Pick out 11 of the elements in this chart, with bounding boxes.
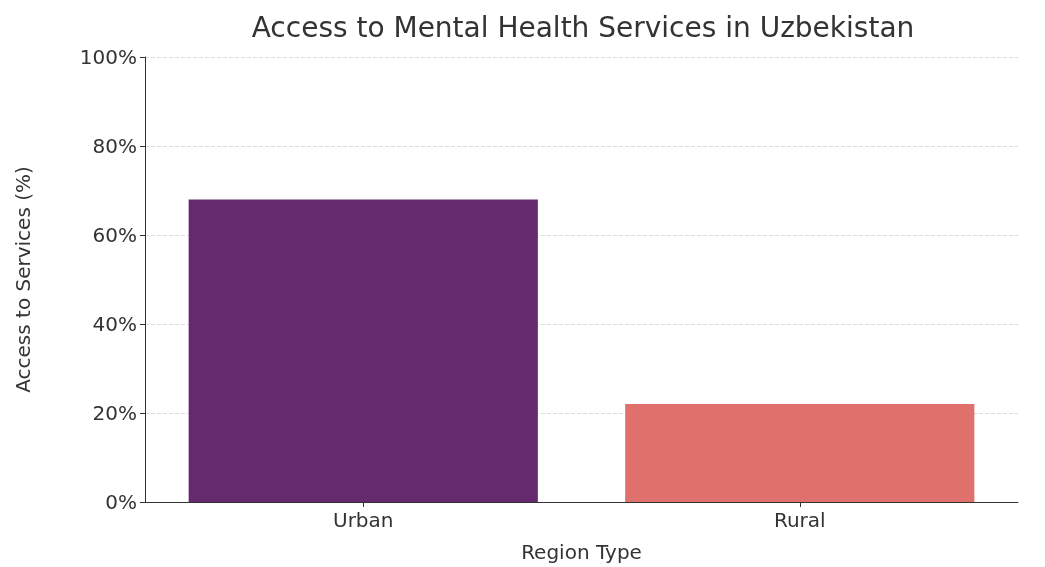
y-tick-label: 20% [92, 401, 137, 425]
y-tick-label: 60% [92, 223, 137, 247]
y-tick-label: 0% [105, 490, 137, 514]
x-axis-title: Region Type [521, 540, 642, 564]
y-tick-label: 40% [92, 312, 137, 336]
y-tick-label: 80% [92, 134, 137, 158]
x-tick-label: Rural [773, 508, 826, 532]
y-tick-label: 100% [79, 45, 137, 69]
y-axis-title: Access to Services (%) [11, 166, 35, 393]
chart-title: Access to Mental Health Services in Uzbekistan [251, 10, 915, 44]
x-tick-label: Urban [333, 508, 394, 532]
